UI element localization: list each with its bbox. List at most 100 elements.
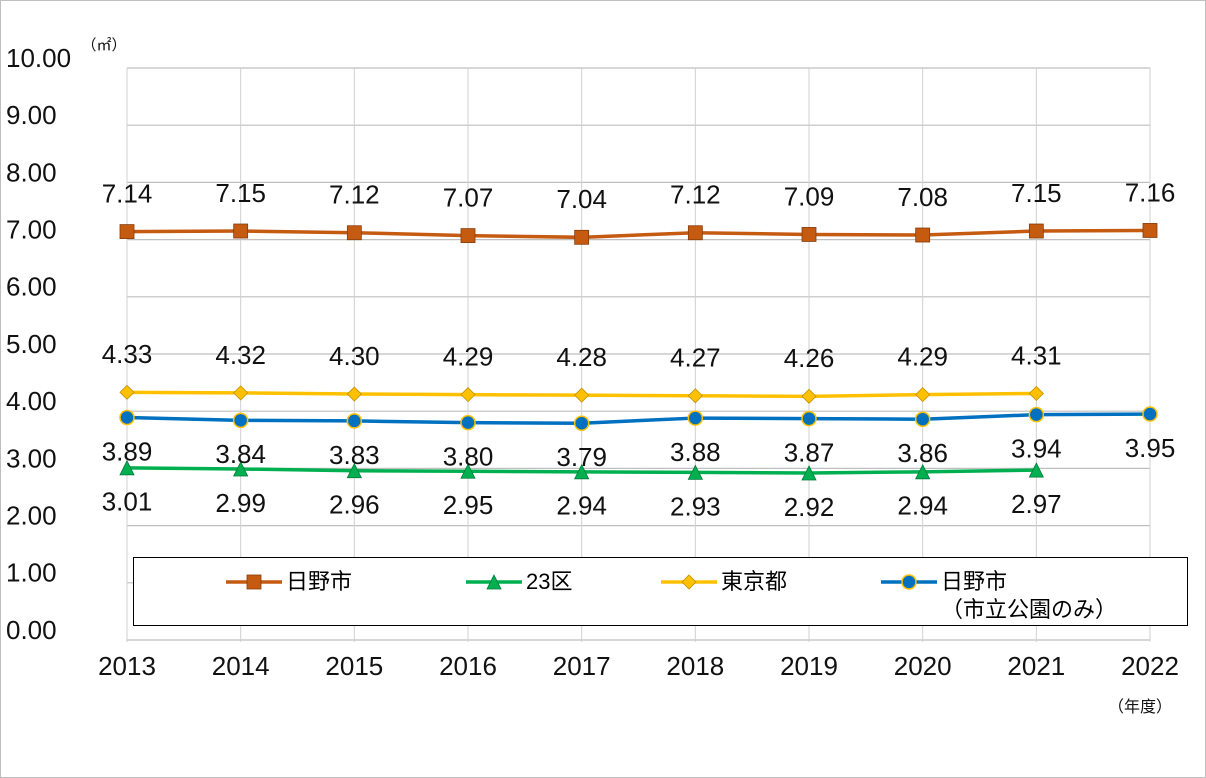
data-label: 4.32 xyxy=(215,340,266,370)
data-label: 7.16 xyxy=(1125,177,1176,207)
data-label: 2.93 xyxy=(670,491,721,521)
y-tick-label: 5.00 xyxy=(6,329,57,359)
x-tick-label: 2013 xyxy=(98,651,156,681)
data-label: 2.94 xyxy=(556,491,607,521)
marker xyxy=(246,574,262,590)
x-tick-label: 2017 xyxy=(553,651,611,681)
data-label: 4.29 xyxy=(897,341,948,371)
marker xyxy=(1028,406,1045,423)
legend-swatch xyxy=(226,574,282,590)
marker xyxy=(1142,223,1158,238)
data-label: 2.97 xyxy=(1011,489,1062,519)
marker xyxy=(687,410,704,426)
marker xyxy=(460,228,476,243)
legend-item: 日野市 xyxy=(224,568,352,596)
legend: 日野市 23区 東京都 日野市 （市立公園のみ） xyxy=(133,557,1188,626)
series-line xyxy=(126,228,1151,240)
data-label: 4.31 xyxy=(1011,340,1062,370)
legend-swatch xyxy=(661,574,717,590)
marker xyxy=(574,229,590,245)
data-label: 4.27 xyxy=(670,343,721,373)
data-label: 3.84 xyxy=(215,439,266,469)
marker xyxy=(1028,462,1044,478)
marker xyxy=(574,387,590,403)
data-label: 4.28 xyxy=(556,342,607,372)
legend-swatch xyxy=(466,574,522,590)
data-label: 7.07 xyxy=(443,182,494,212)
legend-label: 東京都 xyxy=(721,569,788,594)
marker xyxy=(460,414,476,431)
marker xyxy=(460,463,476,479)
marker xyxy=(346,462,362,479)
y-tick-label: 7.00 xyxy=(6,214,57,244)
y-tick-label: 0.00 xyxy=(6,615,57,645)
marker xyxy=(801,388,817,404)
data-label: 3.79 xyxy=(556,442,607,472)
x-unit: （年度） xyxy=(1108,698,1172,716)
data-label: 3.94 xyxy=(1011,434,1062,464)
marker xyxy=(1028,385,1044,402)
y-tick-label: 9.00 xyxy=(6,100,57,130)
data-label: 3.87 xyxy=(784,438,835,468)
marker xyxy=(914,411,931,427)
data-label: 2.99 xyxy=(215,488,266,518)
marker xyxy=(681,574,697,590)
marker xyxy=(233,223,249,239)
data-label: 4.33 xyxy=(102,339,153,369)
data-label: 3.89 xyxy=(102,436,153,466)
marker xyxy=(486,574,502,590)
y-tick-label: 2.00 xyxy=(6,500,57,530)
data-label: 2.92 xyxy=(784,492,835,522)
marker xyxy=(346,386,362,402)
data-label: 7.15 xyxy=(215,178,266,208)
data-label: 7.12 xyxy=(670,180,721,210)
marker xyxy=(1028,223,1044,239)
legend-label: 日野市 xyxy=(286,569,353,594)
marker xyxy=(460,387,476,403)
y-unit: （㎡） xyxy=(81,37,126,54)
data-label: 7.08 xyxy=(897,182,948,212)
legend-label: 日野市 （市立公園のみ） xyxy=(941,569,1118,622)
marker xyxy=(119,459,135,476)
y-tick-label: 1.00 xyxy=(6,558,57,588)
legend-label: 23区 xyxy=(526,569,573,594)
marker xyxy=(687,388,703,404)
data-label: 3.80 xyxy=(443,442,494,472)
x-tick-label: 2021 xyxy=(1007,651,1065,681)
x-tick-label: 2015 xyxy=(325,651,383,681)
data-label: 3.88 xyxy=(670,437,721,467)
marker xyxy=(232,412,249,429)
marker xyxy=(1142,406,1158,422)
data-label: 7.09 xyxy=(784,181,835,211)
series-line xyxy=(126,412,1151,425)
data-label: 3.86 xyxy=(897,438,948,468)
marker xyxy=(233,461,249,477)
data-label: 7.04 xyxy=(556,184,607,214)
marker xyxy=(915,387,931,403)
legend-swatch xyxy=(881,574,937,590)
marker xyxy=(687,464,703,480)
data-label: 3.83 xyxy=(329,440,380,470)
marker xyxy=(119,224,135,239)
marker xyxy=(119,409,135,426)
x-tick-label: 2019 xyxy=(780,651,838,681)
y-tick-label: 10.00 xyxy=(6,43,71,73)
y-tick-label: 3.00 xyxy=(6,443,57,473)
marker xyxy=(915,463,931,480)
data-label: 2.94 xyxy=(897,491,948,521)
marker xyxy=(346,225,362,241)
legend-item: 東京都 xyxy=(659,568,787,596)
marker xyxy=(346,413,363,429)
marker xyxy=(801,465,817,481)
data-label: 7.14 xyxy=(102,178,153,208)
marker xyxy=(233,385,249,401)
marker xyxy=(901,574,917,590)
marker xyxy=(119,384,135,400)
x-tick-label: 2016 xyxy=(439,651,497,681)
marker xyxy=(801,227,817,242)
data-label: 4.26 xyxy=(784,343,835,373)
data-label: 2.96 xyxy=(329,490,380,520)
